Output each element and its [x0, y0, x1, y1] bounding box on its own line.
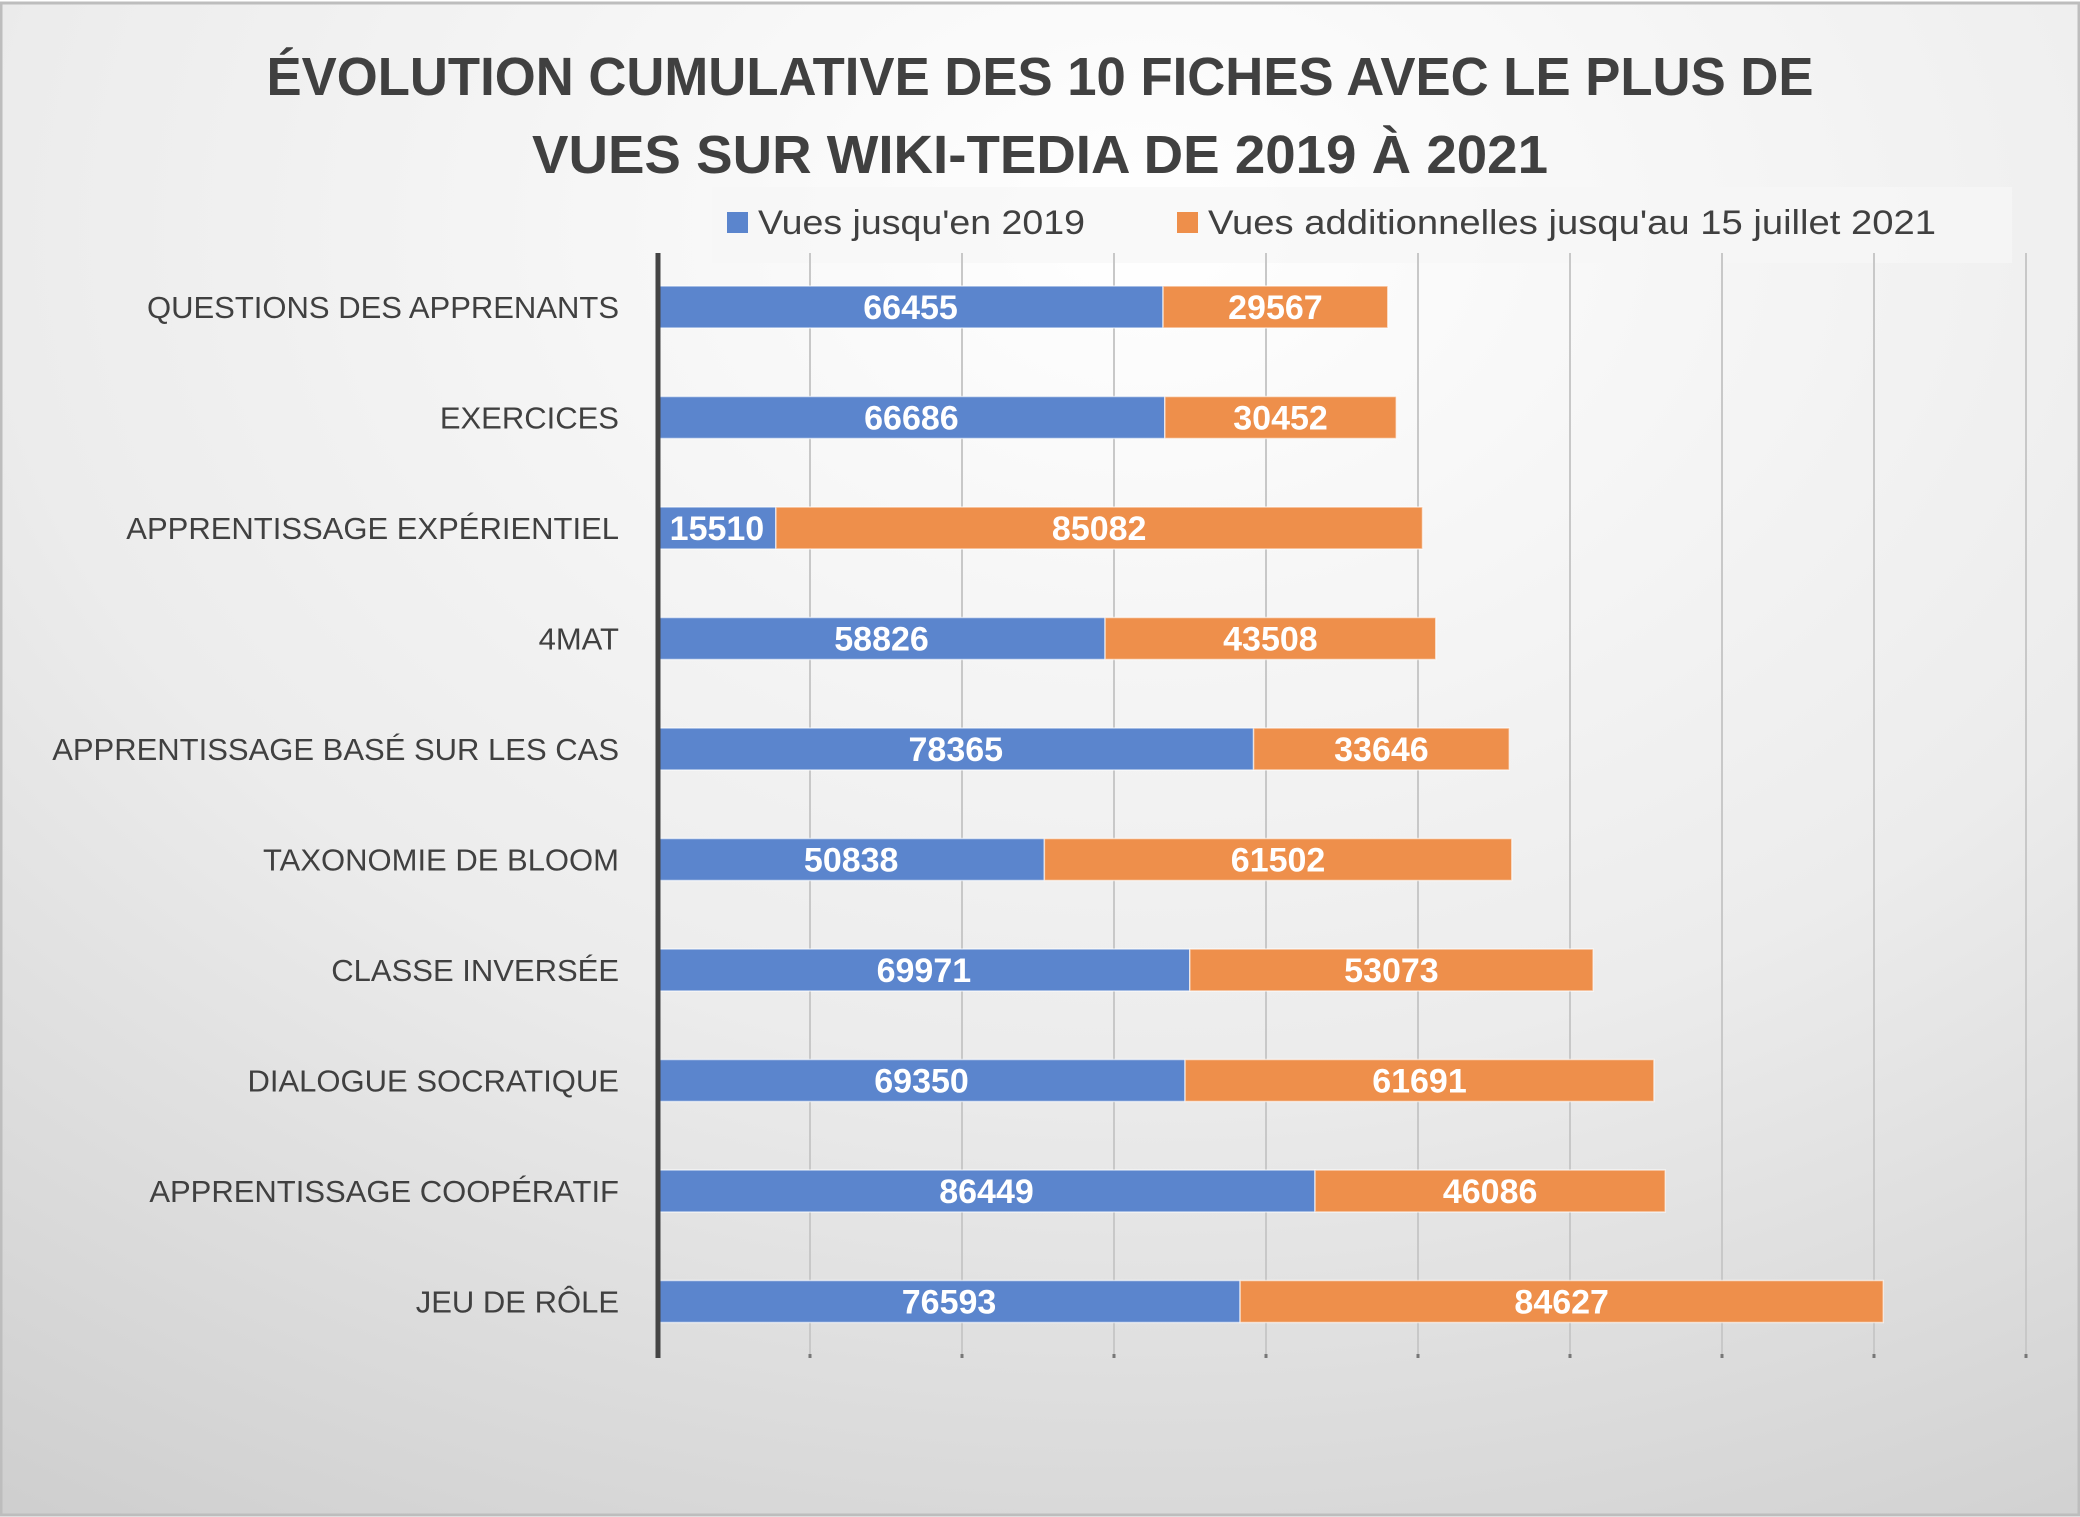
- category-label: APPRENTISSAGE COOPÉRATIF: [149, 1174, 619, 1209]
- data-label: 61502: [1231, 842, 1326, 880]
- bar-segment-2019: [657, 948, 1191, 992]
- data-label: 69971: [877, 952, 972, 990]
- bar-segment-2019: [657, 395, 1166, 440]
- bar-segment-2021: [1043, 837, 1513, 882]
- legend: Vues jusqu'en 2019 Vues additionnelles j…: [712, 187, 2012, 263]
- legend-label-2019: Vues jusqu'en 2019: [758, 204, 1085, 242]
- data-label: 53073: [1344, 952, 1439, 990]
- chart-title-line-2: VUES SUR WIKI-TEDIA DE 2019 À 2021: [532, 125, 1548, 185]
- chart-title-line-1: ÉVOLUTION CUMULATIVE DES 10 FICHES AVEC …: [267, 47, 1814, 107]
- data-label: 61691: [1372, 1063, 1467, 1101]
- data-label: 58826: [834, 621, 929, 659]
- bar-segment-2021: [1162, 285, 1389, 329]
- category-label: 4MAT: [539, 622, 619, 657]
- bar-segment-2021: [1104, 616, 1437, 661]
- legend-swatch-2021: [1177, 212, 1198, 233]
- bars: 66455 29567 66686 30452 15510 85082 58826 43508…: [657, 285, 1885, 1324]
- legend-label-2021: Vues additionnelles jusqu'au 15 juillet …: [1208, 204, 1936, 242]
- legend-background: [712, 187, 2012, 263]
- data-label: 33646: [1334, 731, 1429, 769]
- category-label: QUESTIONS DES APPRENANTS: [147, 290, 619, 325]
- data-label: 46086: [1443, 1173, 1538, 1211]
- category-label: APPRENTISSAGE BASÉ SUR LES CAS: [52, 732, 619, 767]
- bar-segment-2021: [775, 506, 1424, 550]
- data-label: 76593: [902, 1284, 997, 1322]
- data-label: 84627: [1514, 1284, 1609, 1322]
- category-label: CLASSE INVERSÉE: [331, 953, 619, 988]
- data-label: 29567: [1228, 289, 1323, 327]
- bar-segment-2021: [1189, 948, 1594, 992]
- bar-segment-2019: [657, 1279, 1241, 1324]
- data-label: 43508: [1223, 621, 1318, 659]
- data-label: 85082: [1052, 510, 1147, 548]
- bar-segment-2021: [1252, 727, 1511, 771]
- category-labels: QUESTIONS DES APPRENANTS EXERCICES APPRENT…: [52, 290, 619, 1320]
- data-label: 78365: [909, 731, 1004, 769]
- bar-segment-2019: [657, 837, 1046, 882]
- category-label: TAXONOMIE DE BLOOM: [263, 843, 619, 878]
- data-label: 66455: [863, 289, 958, 327]
- bar-segment-2021: [1314, 1169, 1667, 1213]
- bar-segment-2021: [1164, 395, 1397, 440]
- category-label: APPRENTISSAGE EXPÉRIENTIEL: [126, 511, 619, 546]
- data-label: 66686: [864, 400, 959, 438]
- bar-segment-2021: [1184, 1058, 1655, 1103]
- legend-swatch-2019: [727, 212, 748, 233]
- data-label: 86449: [939, 1173, 1034, 1211]
- data-label: 15510: [670, 510, 765, 548]
- category-label: EXERCICES: [440, 401, 619, 436]
- data-label: 69350: [874, 1063, 969, 1101]
- data-label: 30452: [1233, 400, 1328, 438]
- data-label: 50838: [804, 842, 899, 880]
- bar-segment-2021: [1239, 1279, 1885, 1324]
- category-label: JEU DE RÔLE: [416, 1285, 619, 1320]
- category-label: DIALOGUE SOCRATIQUE: [248, 1064, 620, 1099]
